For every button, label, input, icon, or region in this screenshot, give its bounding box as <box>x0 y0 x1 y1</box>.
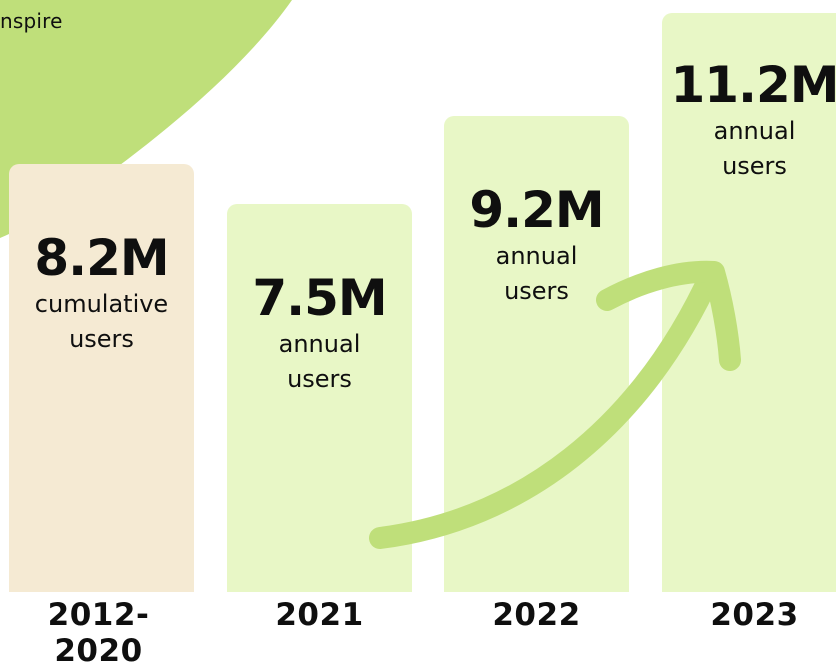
sub-label-line: cumulative <box>34 290 169 318</box>
sub-label-line: annual <box>278 330 361 358</box>
data-label: 11.2M <box>670 56 836 114</box>
data-label: 7.5M <box>252 269 387 327</box>
x-tick-label: 2023 <box>710 597 799 633</box>
x-tick-label: 2021 <box>275 597 364 633</box>
bar-label-group: 11.2M annual users <box>662 60 836 184</box>
sub-label-line: users <box>722 152 787 180</box>
bar-2022: 9.2M annual users <box>444 116 629 592</box>
x-tick-label: 2012-2020 <box>47 597 150 669</box>
sub-label-line: annual <box>713 117 796 145</box>
sub-label-line: users <box>504 277 569 306</box>
sub-label-line: users <box>287 365 352 393</box>
data-label: 9.2M <box>469 181 604 240</box>
sub-label: annual users <box>662 114 836 184</box>
bar-2012-2020: 8.2M cumulative users <box>9 164 194 592</box>
data-label: 8.2M <box>34 229 169 287</box>
bar-label-group: 9.2M annual users <box>444 185 629 309</box>
bar-label-group: 8.2M cumulative users <box>9 233 194 357</box>
bar-2023: 11.2M annual users <box>662 13 836 592</box>
sub-label: annual users <box>227 327 412 397</box>
bar-2021: 7.5M annual users <box>227 204 412 592</box>
sub-label: annual users <box>444 239 629 309</box>
sub-label: cumulative users <box>9 287 194 357</box>
sub-label-line: annual <box>495 242 578 271</box>
corner-text: nspire <box>0 9 63 33</box>
bar-label-group: 7.5M annual users <box>227 273 412 397</box>
sub-label-line: users <box>69 325 134 353</box>
x-tick-label: 2022 <box>492 597 581 633</box>
